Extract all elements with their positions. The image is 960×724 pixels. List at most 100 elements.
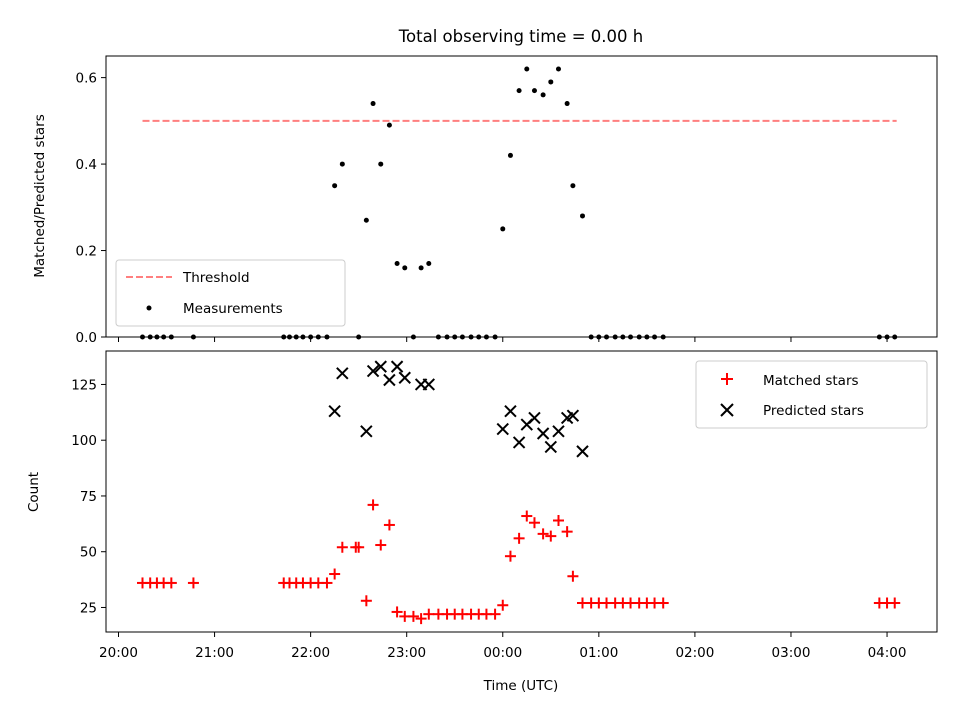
- measurement-point: [386, 122, 392, 128]
- predicted-star-point: [328, 405, 341, 418]
- matched-star-point: [497, 599, 509, 611]
- bottom-axes-frame: [105, 350, 938, 633]
- measurement-point: [516, 88, 522, 94]
- predicted-star-point: [336, 367, 349, 380]
- top-y-tick-label: 0.6: [76, 71, 97, 87]
- bottom-legend: Matched stars Predicted stars: [695, 360, 928, 429]
- predicted-star-point: [422, 378, 436, 391]
- measurement-point: [394, 261, 400, 267]
- matched-star-point: [415, 613, 427, 625]
- top-y-tick-label: 0.2: [76, 244, 97, 260]
- bottom-y-ticks: 25 50 75 100 125: [71, 377, 106, 616]
- predicted-star-point: [566, 409, 580, 422]
- predicted-stars-points: [328, 360, 589, 458]
- bottom-x-ticks: 20:00 21:00 22:00 23:00 00:00 01:00 02:00 03:00…: [99, 632, 906, 661]
- matched-star-point: [561, 526, 573, 538]
- measurement-point: [426, 261, 432, 267]
- top-legend-box: [115, 259, 346, 327]
- measurement-point: [531, 88, 537, 94]
- matched-star-point: [367, 499, 379, 511]
- matched-star-point: [657, 597, 669, 609]
- matched-star-point: [567, 570, 579, 582]
- predicted-star-point: [496, 422, 509, 436]
- bottom-x-tick-label: 22:00: [291, 645, 330, 661]
- matched-star-point: [383, 519, 395, 531]
- matched-star-point: [165, 577, 177, 589]
- bottom-legend-box: [695, 360, 928, 429]
- predicted-star-point: [366, 364, 380, 378]
- measurement-point: [524, 66, 530, 72]
- bottom-x-tick-label: 02:00: [675, 645, 714, 661]
- predicted-star-point: [528, 411, 541, 425]
- bottom-y-tick-label: 125: [71, 377, 97, 393]
- matched-star-point: [360, 595, 372, 607]
- bottom-x-tick-label: 20:00: [99, 645, 138, 661]
- matched-stars-points: [137, 499, 901, 625]
- measurement-point: [418, 265, 424, 271]
- matched-star-point: [528, 517, 540, 529]
- top-y-tick-label: 0.0: [76, 330, 97, 346]
- measurement-point: [378, 161, 384, 167]
- matched-star-point: [187, 577, 199, 589]
- bottom-x-tick-label: 01:00: [579, 645, 618, 661]
- measurement-point: [402, 265, 408, 271]
- legend-predicted-label: Predicted stars: [763, 403, 864, 419]
- legend-threshold-label: Threshold: [182, 270, 250, 286]
- predicted-star-point: [390, 360, 404, 373]
- bottom-x-tick-label: 23:00: [387, 645, 426, 661]
- bottom-y-tick-label: 100: [71, 433, 97, 449]
- bottom-x-tick-label: 03:00: [772, 645, 811, 661]
- measurement-point: [339, 161, 345, 167]
- predicted-star-point: [374, 360, 387, 373]
- predicted-star-point: [544, 440, 558, 454]
- matched-star-point: [504, 550, 516, 562]
- matched-star-point: [375, 539, 387, 551]
- predicted-star-point: [360, 425, 373, 438]
- bottom-y-tick-label: 75: [80, 489, 97, 505]
- measurement-point: [370, 101, 376, 107]
- measurement-point: [570, 183, 576, 189]
- measurement-point: [507, 152, 513, 158]
- measurement-point: [500, 226, 506, 232]
- measurement-point: [540, 92, 546, 98]
- bottom-x-tick-label: 21:00: [195, 645, 234, 661]
- legend-measurements-label: Measurements: [183, 301, 283, 317]
- chart-title: Total observing time = 0.00 h: [398, 27, 643, 46]
- predicted-star-point: [383, 373, 396, 387]
- legend-measurements-swatch: [146, 305, 152, 311]
- top-legend: Threshold Measurements: [115, 259, 346, 327]
- matched-star-point: [521, 510, 533, 522]
- measurement-point: [580, 213, 586, 219]
- measurement-point: [548, 79, 554, 85]
- matched-star-point: [336, 541, 348, 553]
- measurement-point: [332, 183, 338, 189]
- matched-star-point: [552, 514, 564, 526]
- matched-star-point: [889, 597, 901, 609]
- predicted-star-point: [552, 425, 565, 438]
- measurement-point: [564, 101, 570, 107]
- matched-star-point: [353, 541, 365, 553]
- bottom-y-tick-label: 50: [80, 545, 97, 561]
- bottom-x-tick-label: 00:00: [483, 645, 522, 661]
- matched-star-point: [537, 528, 549, 540]
- bottom-y-tick-label: 25: [80, 600, 97, 616]
- top-y-tick-label: 0.4: [76, 157, 97, 173]
- top-axes-frame: [105, 55, 938, 338]
- legend-matched-swatch: [721, 373, 733, 385]
- predicted-star-point: [576, 445, 589, 458]
- legend-matched-label: Matched stars: [763, 373, 859, 389]
- matched-star-point: [391, 606, 403, 618]
- bottom-y-axis-label: Count: [26, 472, 42, 512]
- bottom-panel: 25 50 75 100 125 20:00 21:00 22:00 23:00 00:00 01…: [26, 350, 938, 694]
- legend-predicted-swatch: [720, 403, 734, 417]
- matched-star-point: [545, 530, 557, 542]
- bottom-x-tick-label: 04:00: [868, 645, 907, 661]
- matched-star-point: [423, 608, 435, 620]
- measurement-point: [555, 66, 561, 72]
- predicted-star-point: [504, 405, 517, 418]
- predicted-star-point: [512, 436, 526, 449]
- top-panel: Total observing time = 0.00 h 0.0 0.2 0.4 0…: [32, 27, 938, 346]
- measurement-point: [363, 217, 369, 223]
